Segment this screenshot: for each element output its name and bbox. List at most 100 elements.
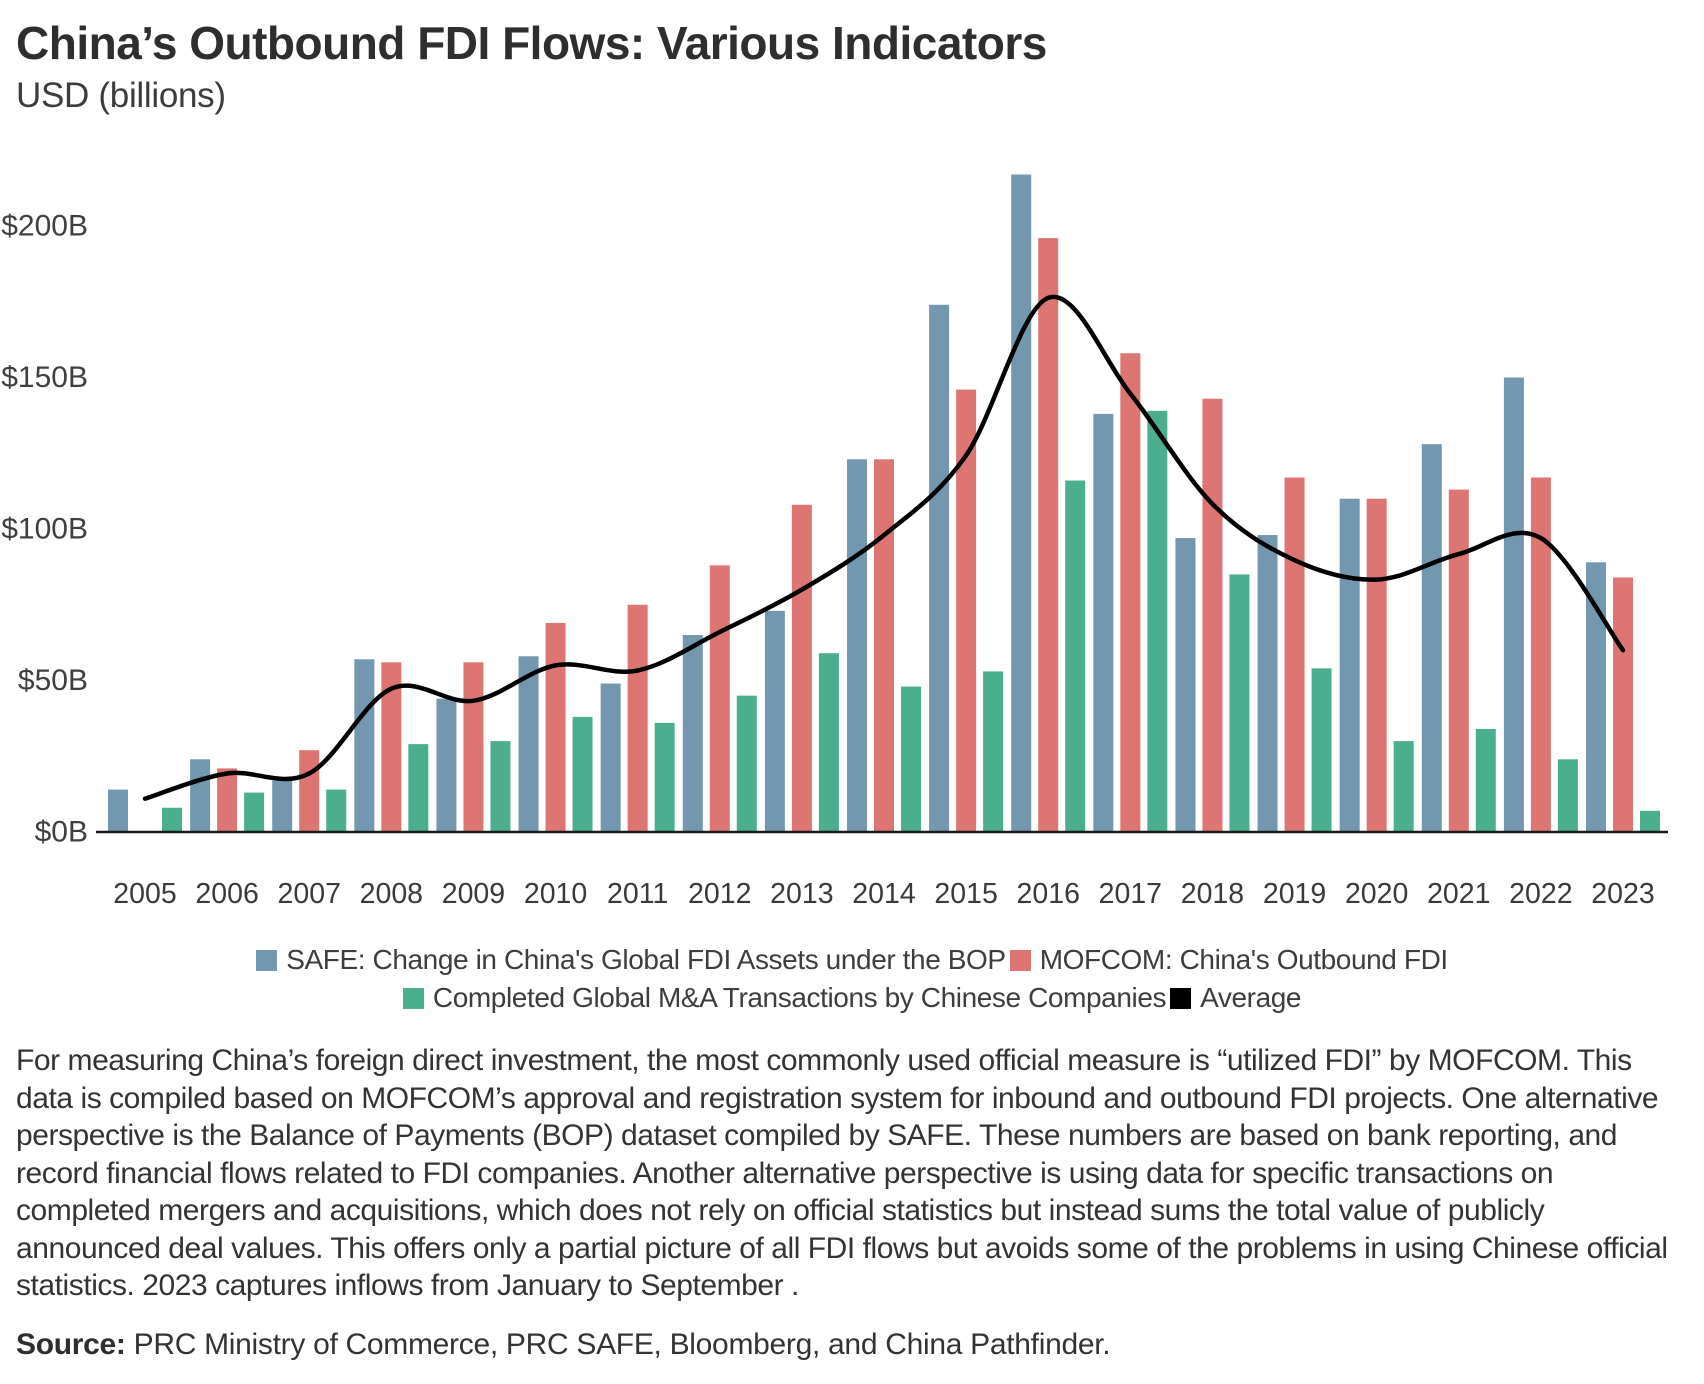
bar-safe-2018 — [1175, 538, 1196, 832]
bar-ma-2008 — [408, 744, 429, 832]
bar-ma-2018 — [1229, 574, 1250, 832]
average-line — [142, 294, 1626, 801]
bar-ma-2007 — [326, 789, 347, 832]
y-tick-label: $100B — [1, 513, 88, 546]
bar-safe-2015 — [929, 304, 950, 832]
x-tick-label: 2020 — [1345, 878, 1408, 910]
x-tick-label: 2021 — [1427, 878, 1490, 910]
bar-mofcom-2006 — [217, 768, 238, 832]
bar-safe-2023 — [1586, 562, 1606, 832]
x-tick-label: 2010 — [524, 878, 587, 910]
source-label: Source: — [16, 1328, 126, 1361]
bar-ma-2010 — [572, 716, 593, 832]
legend-item-average: Average — [1170, 982, 1302, 1014]
x-tick-label: 2011 — [607, 878, 668, 910]
x-tick-label: 2014 — [852, 878, 916, 910]
bar-safe-2016 — [1011, 174, 1032, 833]
average-legend-label: Average — [1200, 982, 1302, 1013]
chart-svg: $0B $50B $100B $150B $200B 2005 2006 2007 2008 20… — [1, 174, 1668, 910]
bar-safe-2007 — [272, 780, 293, 832]
x-tick-label: 2019 — [1263, 878, 1326, 910]
bar-ma-2014 — [901, 686, 921, 832]
bar-mofcom-2010 — [545, 622, 566, 832]
bar-ma-2016 — [1065, 480, 1086, 832]
x-tick-label: 2018 — [1181, 878, 1244, 910]
bar-ma-2015 — [983, 671, 1004, 832]
footnote-text: For measuring China’s foreign direct inv… — [16, 1044, 1668, 1302]
bar-safe-2021 — [1421, 444, 1442, 832]
safe-legend-label: SAFE: Change in China's Global FDI Asset… — [286, 944, 1006, 975]
bar-ma-2021 — [1475, 728, 1496, 832]
bar-mofcom-2012 — [709, 565, 730, 832]
safe-legend-swatch — [256, 949, 278, 971]
bar-safe-2008 — [354, 659, 375, 832]
bar-ma-2013 — [818, 653, 839, 832]
y-tick-label: $200B — [1, 210, 88, 243]
bar-safe-2009 — [436, 698, 457, 832]
ma-legend-label: Completed Global M&A Transactions by Chi… — [432, 982, 1167, 1013]
source-line: Source: PRC Ministry of Commerce, PRC SA… — [16, 1328, 1111, 1362]
bar-mofcom-2009 — [463, 662, 484, 832]
bar-ma-2017 — [1147, 410, 1168, 832]
bar-mofcom-2007 — [299, 750, 320, 832]
ma-legend-swatch — [402, 987, 424, 1009]
x-tick-label: 2023 — [1591, 878, 1654, 910]
x-tick-label: 2006 — [195, 878, 258, 910]
x-tick-label: 2005 — [113, 878, 176, 910]
x-tick-label: 2016 — [1017, 878, 1080, 910]
mofcom-legend-swatch — [1009, 949, 1031, 971]
legend-row-1: SAFE: Change in China's Global FDI Asset… — [254, 944, 1450, 976]
legend-item-safe: SAFE: Change in China's Global FDI Asset… — [256, 944, 1006, 976]
bar-mofcom-2018 — [1202, 398, 1223, 832]
average-legend-swatch — [1170, 987, 1192, 1009]
legend: SAFE: Change in China's Global FDI Asset… — [0, 944, 1704, 1014]
bar-ma-2019 — [1311, 668, 1332, 832]
bar-ma-2006 — [244, 792, 265, 832]
bar-safe-2013 — [764, 610, 785, 832]
x-tick-label: 2022 — [1509, 878, 1572, 910]
bar-safe-2019 — [1257, 535, 1278, 832]
x-tick-label: 2017 — [1099, 878, 1162, 910]
bar-safe-2017 — [1093, 413, 1114, 832]
bar-mofcom-2020 — [1366, 498, 1387, 832]
x-tick-label: 2013 — [770, 878, 833, 910]
y-tick-label: $0B — [35, 816, 88, 849]
mofcom-legend-label: MOFCOM: China's Outbound FDI — [1039, 944, 1448, 975]
x-tick-label: 2015 — [934, 878, 997, 910]
bar-mofcom-2014 — [874, 459, 894, 832]
bar-mofcom-2016 — [1038, 238, 1059, 832]
bar-mofcom-2019 — [1284, 477, 1305, 832]
bar-mofcom-2023 — [1613, 577, 1633, 832]
bar-safe-2012 — [682, 635, 703, 832]
x-tick-label: 2007 — [278, 878, 341, 910]
bar-mofcom-2008 — [381, 662, 402, 832]
x-tick-label: 2009 — [442, 878, 505, 910]
bar-ma-2009 — [490, 741, 511, 832]
bar-safe-2014 — [847, 459, 867, 832]
bar-safe-2020 — [1339, 498, 1360, 832]
bar-ma-2005 — [162, 807, 182, 832]
bar-ma-2011 — [654, 722, 675, 832]
y-tick-label: $150B — [1, 361, 88, 394]
bar-ma-2012 — [736, 695, 757, 832]
bar-safe-2011 — [600, 683, 621, 832]
bar-mofcom-2017 — [1120, 353, 1141, 832]
chart-subtitle: USD (billions) — [16, 76, 226, 115]
legend-item-mofcom: MOFCOM: China's Outbound FDI — [1009, 944, 1448, 976]
chart-title: China’s Outbound FDI Flows: Various Indi… — [16, 17, 1047, 69]
bar-safe-2010 — [518, 656, 539, 832]
bar-mofcom-2011 — [627, 604, 648, 832]
bar-mofcom-2021 — [1448, 489, 1469, 832]
bar-safe-2006 — [190, 759, 211, 832]
bar-safe-2005 — [108, 789, 128, 832]
x-tick-label: 2008 — [360, 878, 423, 910]
bar-ma-2023 — [1640, 810, 1660, 832]
legend-row-2: Completed Global M&A Transactions by Chi… — [401, 982, 1303, 1014]
bar-mofcom-2022 — [1530, 477, 1551, 832]
bar-ma-2020 — [1393, 741, 1414, 832]
legend-item-ma: Completed Global M&A Transactions by Chi… — [402, 982, 1167, 1014]
bar-safe-2022 — [1503, 377, 1524, 832]
bar-mofcom-2015 — [956, 389, 977, 832]
bar-mofcom-2013 — [791, 504, 812, 832]
